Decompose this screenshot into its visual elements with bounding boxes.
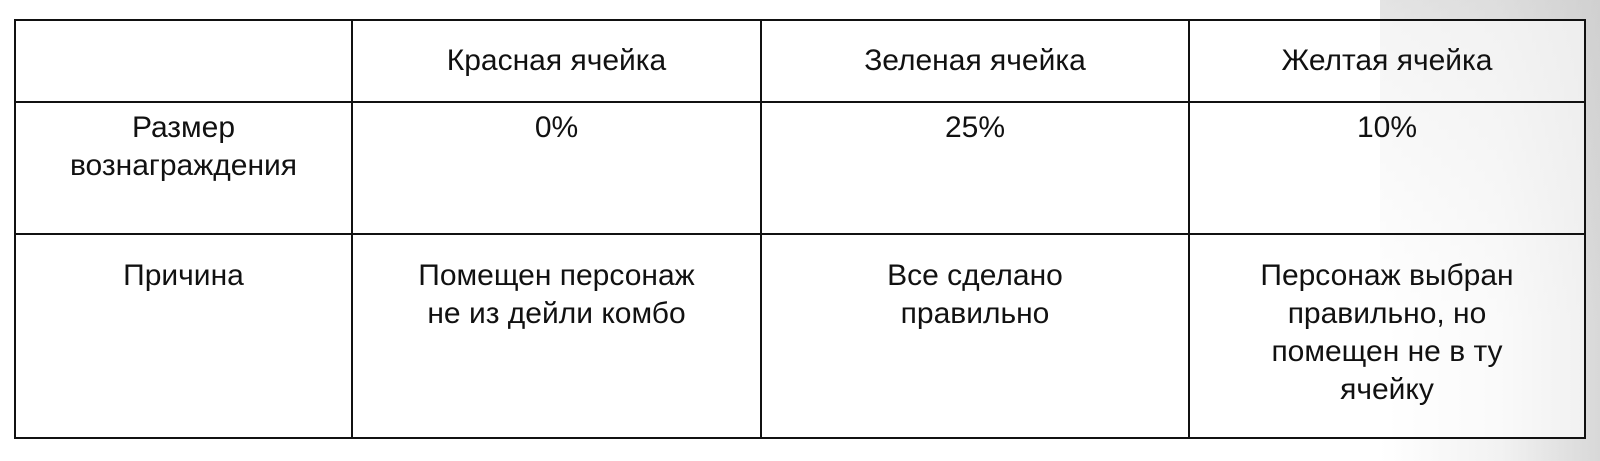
cell-text: 10% (1356, 111, 1418, 144)
label-line: вознаграждения (69, 149, 298, 182)
cell-text: помещен не в ту (1271, 335, 1503, 368)
reward-table: Красная ячейка Зеленая ячейка Желтая яче… (14, 19, 1586, 439)
row-label-reward: Размер вознаграждения (14, 101, 353, 235)
cell-green-reason: Все сделано правильно (760, 233, 1190, 439)
header-cell-red: Красная ячейка (351, 19, 762, 103)
label-line: Размер (131, 111, 236, 144)
row-label-reason: Причина (14, 233, 353, 439)
cell-text: правильно (900, 297, 1050, 330)
cell-text: 0% (534, 111, 579, 144)
header-cell-green: Зеленая ячейка (760, 19, 1190, 103)
cell-yellow-reason: Персонаж выбран правильно, но помещен не… (1188, 233, 1586, 439)
cell-text: 25% (944, 111, 1006, 144)
cell-red-reason: Помещен персонаж не из дейли комбо (351, 233, 762, 439)
cell-text: Персонаж выбран (1260, 259, 1514, 292)
cell-text: правильно, но (1287, 297, 1487, 330)
cell-red-reward: 0% (351, 101, 762, 235)
cell-text: не из дейли комбо (427, 297, 686, 330)
table-row-reward: Размер вознаграждения 0% 25% 10% (14, 101, 1586, 235)
cell-text: ячейку (1340, 373, 1434, 406)
cell-text: Помещен персонаж (418, 259, 695, 292)
header-cell-empty (14, 19, 353, 103)
table-row-reason: Причина Помещен персонаж не из дейли ком… (14, 233, 1586, 439)
header-cell-yellow: Желтая ячейка (1188, 19, 1586, 103)
label-line: Причина (123, 259, 244, 292)
cell-text: Все сделано (887, 259, 1063, 292)
table-header-row: Красная ячейка Зеленая ячейка Желтая яче… (14, 19, 1586, 103)
cell-green-reward: 25% (760, 101, 1190, 235)
cell-yellow-reward: 10% (1188, 101, 1586, 235)
